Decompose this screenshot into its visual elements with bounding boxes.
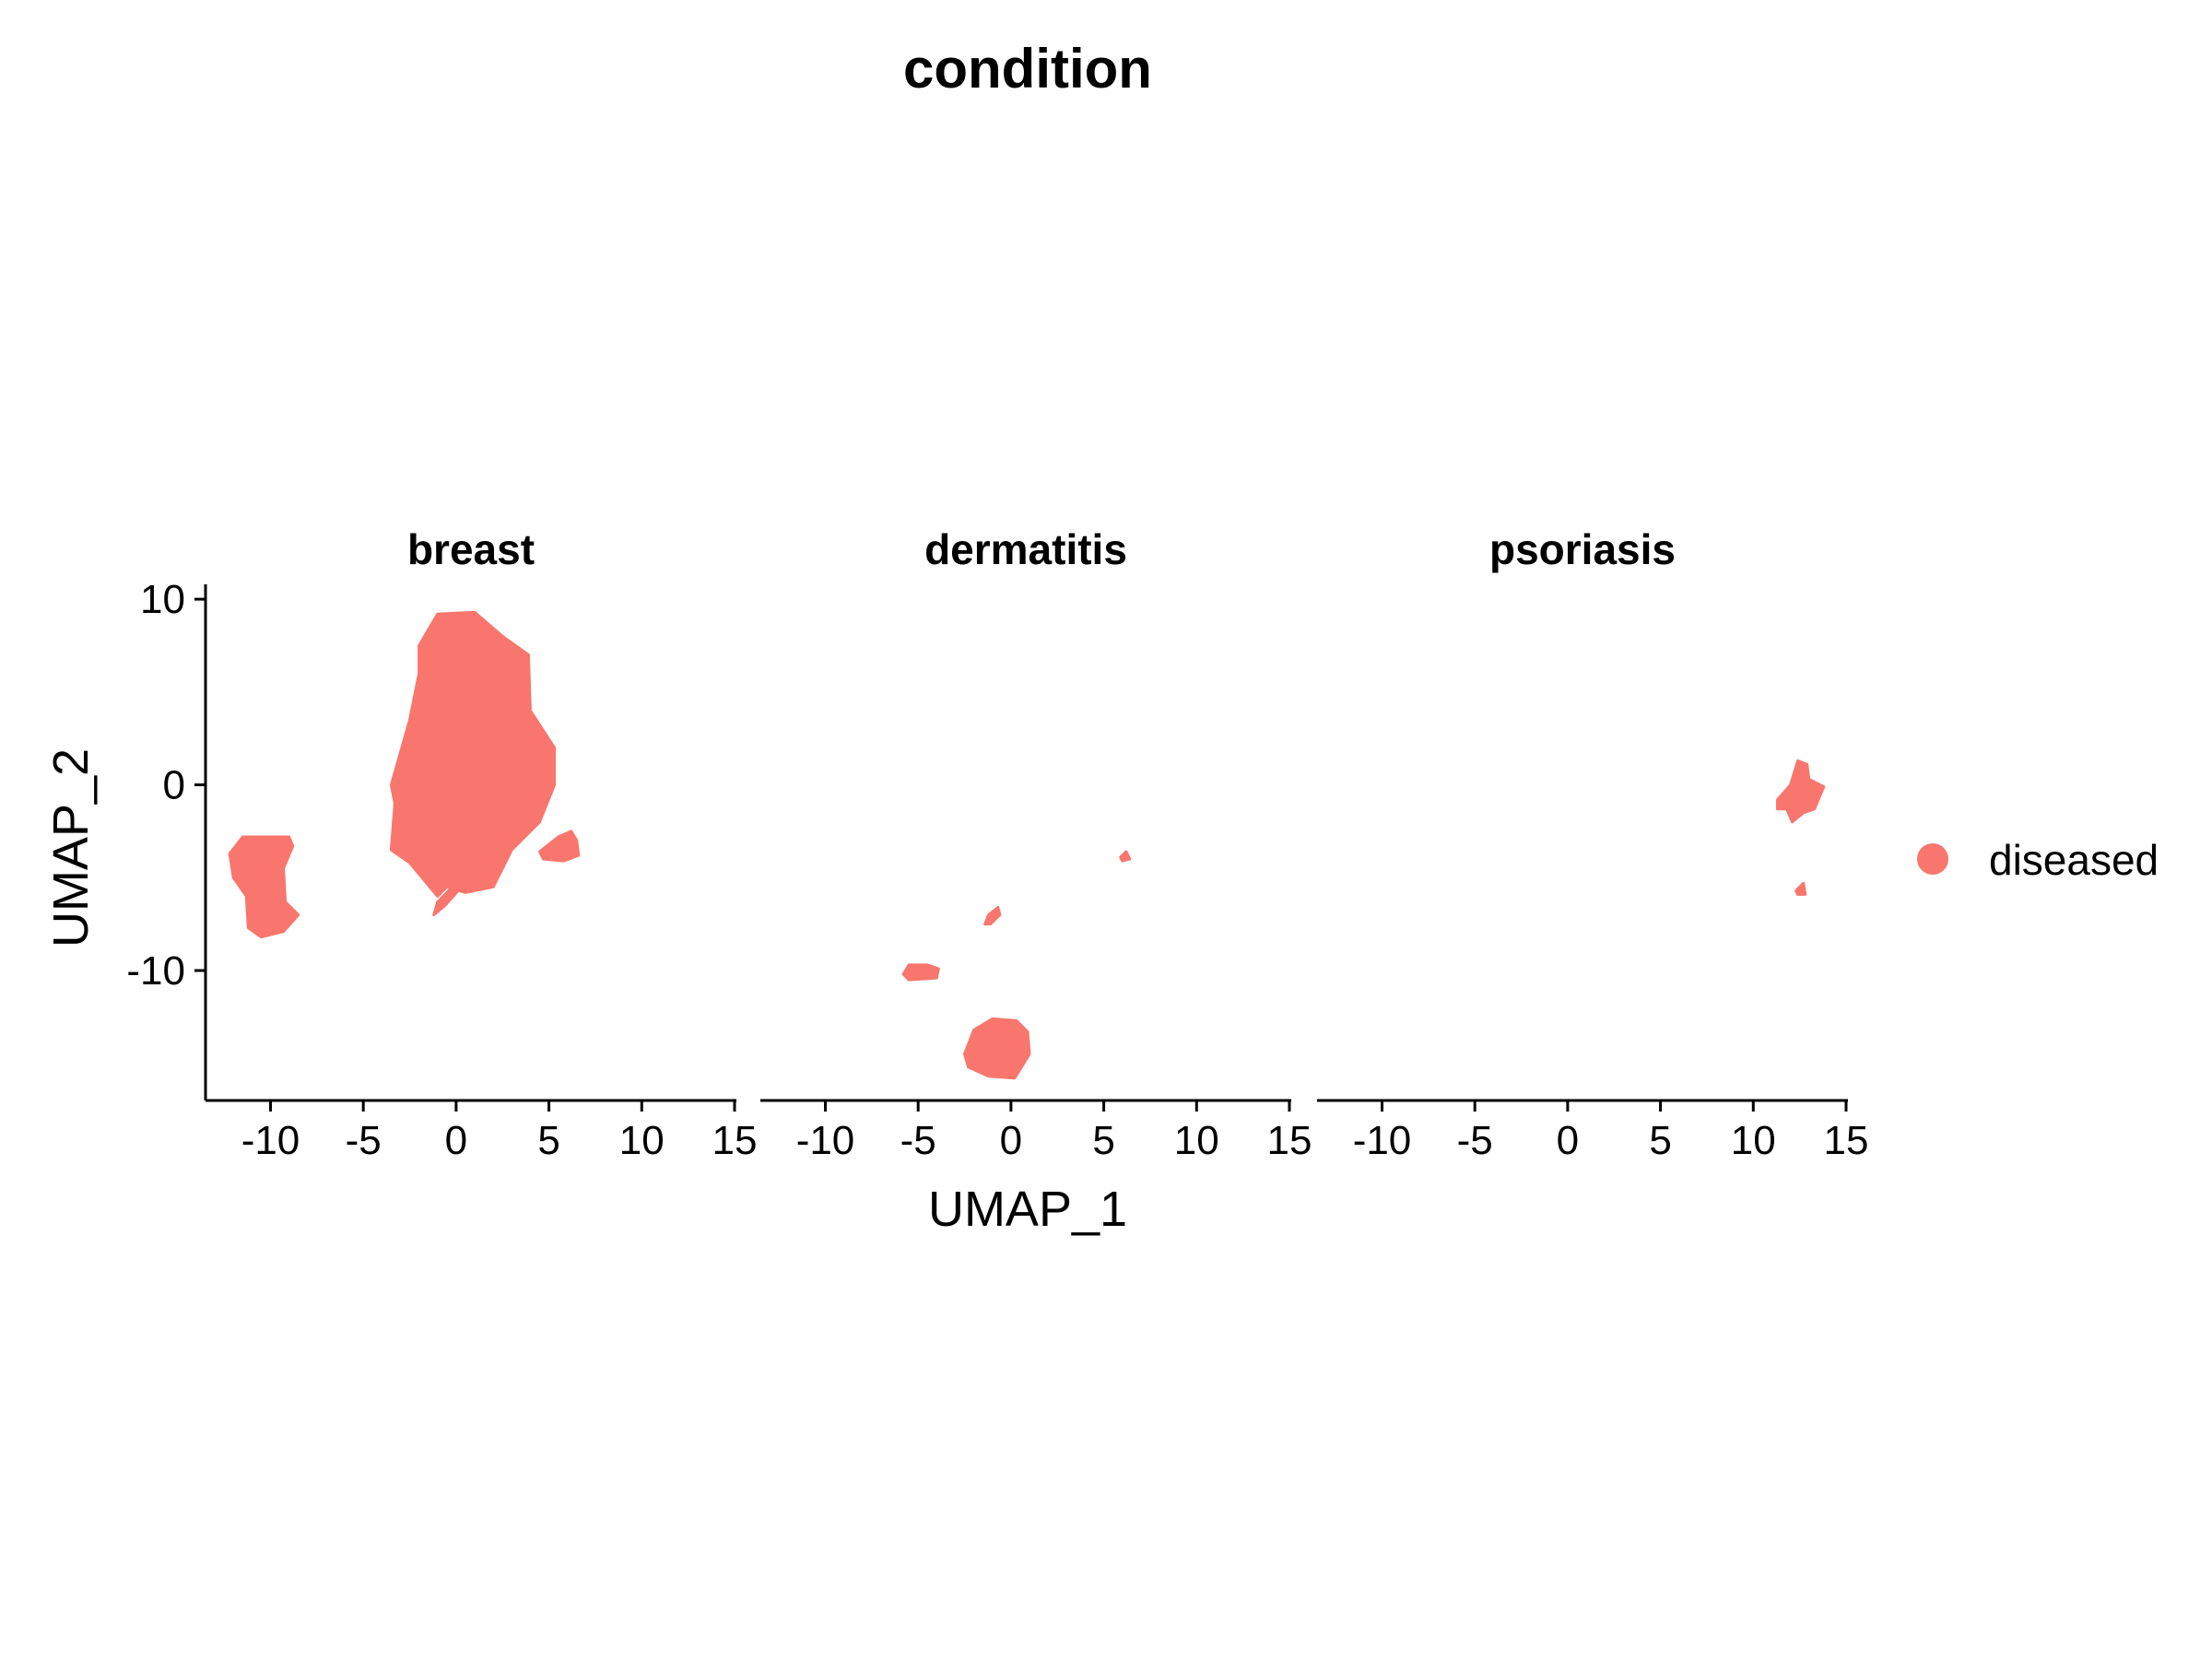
y-tick-label: -10 <box>126 948 185 994</box>
x-tick-label: 15 <box>712 1118 758 1163</box>
facet-panel-dermatitis: dermatitis -10 -5 0 5 10 15 <box>760 525 1312 1163</box>
x-tick-label: 10 <box>1731 1118 1776 1163</box>
point-cluster-dermatitis-0 <box>963 1017 1031 1080</box>
y-axis-label: UMAP_2 <box>43 748 99 947</box>
x-tick-label: -10 <box>1353 1118 1412 1163</box>
point-cluster-breast-2 <box>538 830 581 863</box>
point-cluster-dermatitis-2 <box>983 906 1002 926</box>
facet-strip-label: breast <box>407 525 535 573</box>
x-tick-label: -10 <box>796 1118 855 1163</box>
point-cluster-psoriasis-1 <box>1794 881 1807 896</box>
y-tick-label: 0 <box>163 763 185 808</box>
y-tick-label: 10 <box>140 577 185 622</box>
facet-panel-breast: breast -10 -5 0 5 10 15 -10 0 10 <box>126 525 757 1163</box>
legend: diseased <box>1917 836 2159 884</box>
x-tick-label: 10 <box>1174 1118 1219 1163</box>
facet-strip-label: dermatitis <box>924 525 1127 573</box>
point-cluster-dermatitis-3 <box>1119 850 1132 863</box>
x-tick-label: -5 <box>1457 1118 1493 1163</box>
x-axis-label: UMAP_1 <box>928 1182 1127 1237</box>
x-tick-label: 5 <box>1649 1118 1671 1163</box>
legend-label-diseased: diseased <box>1989 836 2159 884</box>
x-tick-label: -5 <box>346 1118 382 1163</box>
x-tick-label: 0 <box>1557 1118 1579 1163</box>
x-tick-label: 5 <box>1092 1118 1114 1163</box>
facet-strip-label: psoriasis <box>1489 525 1676 573</box>
x-tick-label: 15 <box>1824 1118 1869 1163</box>
x-tick-label: 10 <box>619 1118 665 1163</box>
point-cluster-breast-0 <box>389 610 557 898</box>
x-tick-label: 0 <box>1000 1118 1022 1163</box>
point-cluster-breast-1 <box>432 885 462 917</box>
point-cluster-dermatitis-1 <box>901 963 940 982</box>
point-cluster-breast-3 <box>228 835 300 939</box>
x-tick-label: -10 <box>241 1118 300 1163</box>
facet-panels: breast -10 -5 0 5 10 15 -10 0 10 dermatitis -10 -5 0 5… <box>126 525 1868 1163</box>
legend-key-diseased <box>1917 843 1948 875</box>
chart-title: condition <box>903 38 1152 100</box>
point-cluster-psoriasis-0 <box>1776 759 1826 824</box>
x-tick-label: 5 <box>537 1118 559 1163</box>
x-tick-label: -5 <box>900 1118 936 1163</box>
x-tick-label: 15 <box>1267 1118 1312 1163</box>
x-tick-label: 0 <box>445 1118 467 1163</box>
facet-panel-psoriasis: psoriasis -10 -5 0 5 10 15 <box>1317 525 1868 1163</box>
